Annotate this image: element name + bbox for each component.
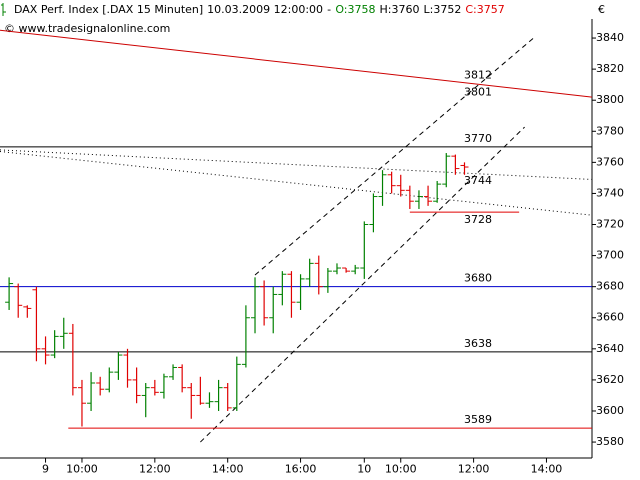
- header-value: 3758: [348, 3, 376, 16]
- trendline: [0, 149, 593, 180]
- header-label: H:: [380, 3, 392, 16]
- header-label: O:: [335, 3, 347, 16]
- y-tick-label: 3780: [596, 124, 624, 137]
- trendline: [254, 36, 535, 276]
- x-tick-label: 10:00: [66, 463, 98, 476]
- x-tick-label: 12:00: [139, 463, 171, 476]
- y-tick-label: 3600: [596, 404, 624, 417]
- level-label: 3728: [464, 213, 492, 226]
- y-tick-label: 3720: [596, 218, 624, 231]
- y-tick-label: 3680: [596, 280, 624, 293]
- x-tick-label: 10: [357, 463, 371, 476]
- level-label: 3770: [464, 132, 492, 145]
- y-tick-label: 3760: [596, 155, 624, 168]
- x-tick-label: 12:00: [458, 463, 490, 476]
- y-tick-label: 3620: [596, 373, 624, 386]
- y-tick-label: 3700: [596, 249, 624, 262]
- currency: €: [598, 3, 605, 16]
- x-tick-label: 10:00: [385, 463, 417, 476]
- header-value: 3760: [392, 3, 420, 16]
- trendline: [0, 29, 593, 98]
- header: DAX Perf. Index [.DAX 15 Minuten] 10.03.2…: [14, 3, 505, 16]
- y-tick-label: 3580: [596, 435, 624, 448]
- level-label: 3638: [464, 337, 492, 350]
- x-tick-label: 16:00: [285, 463, 317, 476]
- watermark: © www.tradesignalonline.com: [4, 22, 170, 35]
- y-tick-label: 3660: [596, 311, 624, 324]
- header-label: L:: [424, 3, 434, 16]
- note-label: 3801: [464, 86, 492, 99]
- note-label: 3744: [464, 174, 492, 187]
- y-tick-label: 3740: [596, 186, 624, 199]
- y-tick-label: 3800: [596, 93, 624, 106]
- header-value: 3757: [477, 3, 505, 16]
- y-tick-label: 3820: [596, 62, 624, 75]
- y-tick-label: 3840: [596, 31, 624, 44]
- datetime: 10.03.2009 12:00:00: [207, 3, 323, 16]
- header-value: 3752: [433, 3, 461, 16]
- trendline: [200, 126, 525, 443]
- header-label: C:: [465, 3, 476, 16]
- y-tick-label: 3640: [596, 342, 624, 355]
- level-label: 3680: [464, 272, 492, 285]
- x-tick-label: 9: [42, 463, 49, 476]
- title: DAX Perf. Index [.DAX 15 Minuten]: [14, 3, 203, 16]
- separator: -: [327, 3, 331, 16]
- ohlc-icon: [1, 3, 6, 16]
- trendline: [0, 150, 593, 216]
- level-label: 3589: [464, 413, 492, 426]
- x-tick-label: 14:00: [531, 463, 563, 476]
- note-label: 3812: [464, 69, 492, 82]
- x-tick-label: 14:00: [212, 463, 244, 476]
